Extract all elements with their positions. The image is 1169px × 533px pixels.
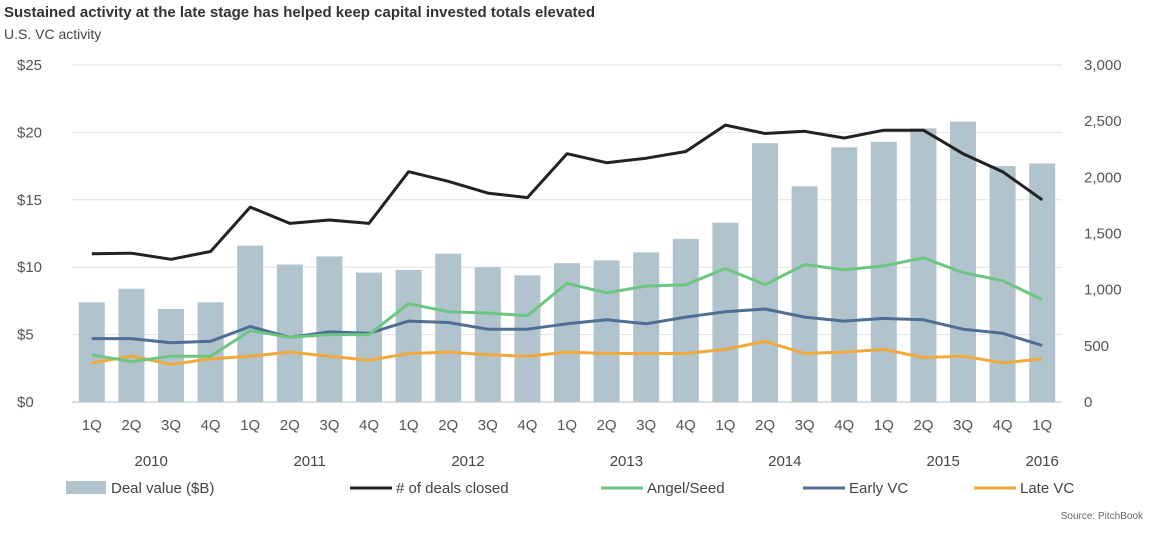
series-line: [91, 307, 1043, 347]
y-right-tick-label: 1,000: [1084, 282, 1122, 299]
x-tick-label: 1Q: [82, 417, 102, 434]
y-left-tick-label: $25: [17, 57, 42, 74]
bar: [1029, 163, 1056, 402]
chart-title: Sustained activity at the late stage has…: [4, 4, 596, 21]
year-label: 2011: [293, 453, 325, 470]
legend-label: Angel/Seed: [647, 480, 725, 497]
y-right-tick-label: 0: [1084, 394, 1092, 411]
bar: [474, 267, 501, 402]
x-tick-label: 3Q: [161, 417, 181, 434]
legend: Deal value ($B) # of deals closed Angel/Se…: [66, 480, 1074, 497]
bar: [276, 264, 303, 402]
bar: [910, 128, 937, 402]
y-right-tick-label: 2,000: [1084, 169, 1122, 186]
x-tick-label: 1Q: [557, 417, 577, 434]
x-tick-label: 3Q: [478, 417, 498, 434]
series-line: [91, 256, 1043, 364]
y-right-tick-label: 1,500: [1084, 226, 1122, 243]
x-tick-label: 4Q: [359, 417, 379, 434]
bar: [78, 302, 105, 402]
source-note: Source: PitchBook: [1060, 511, 1143, 522]
y-left-tick-label: $10: [17, 259, 42, 276]
x-tick-label: 4Q: [676, 417, 696, 434]
bar: [950, 121, 976, 402]
x-tick-label: 1Q: [1032, 417, 1052, 434]
year-label: 2010: [135, 453, 168, 470]
line-series: [91, 123, 1044, 366]
bar: [435, 253, 462, 402]
legend-label: Deal value ($B): [111, 480, 214, 497]
bar-series: [78, 121, 1056, 402]
year-label: 2015: [927, 453, 960, 470]
x-tick-label: 2Q: [755, 417, 775, 434]
x-tick-label: 4Q: [517, 417, 537, 434]
y-right-tick-label: 3,000: [1084, 57, 1122, 74]
bar: [593, 260, 620, 402]
year-label: 2012: [451, 453, 484, 470]
bar: [395, 269, 422, 402]
bar: [870, 141, 897, 402]
legend-label: Late VC: [1020, 480, 1074, 497]
bar: [118, 288, 145, 402]
chart-subtitle: U.S. VC activity: [4, 26, 102, 42]
y-right-tick-label: 500: [1084, 338, 1109, 355]
year-label: 2014: [768, 453, 801, 470]
x-tick-label: 2Q: [280, 417, 300, 434]
bar: [514, 275, 541, 402]
x-tick-label: 4Q: [201, 417, 221, 434]
bar: [237, 245, 264, 402]
legend-swatch: [66, 481, 106, 494]
series-line: [91, 123, 1044, 261]
x-tick-label: 2Q: [597, 417, 617, 434]
x-tick-label: 3Q: [636, 417, 656, 434]
x-tick-label: 3Q: [319, 417, 339, 434]
x-tick-label: 2Q: [438, 417, 458, 434]
series-line: [91, 339, 1043, 366]
year-label: 2013: [610, 453, 643, 470]
x-tick-label: 3Q: [795, 417, 815, 434]
y-right-tick-label: 2,500: [1084, 113, 1122, 130]
year-label: 2016: [1026, 453, 1059, 470]
x-tick-label: 2Q: [121, 417, 141, 434]
bar: [672, 238, 699, 402]
x-tick-label: 4Q: [834, 417, 854, 434]
legend-label: Early VC: [849, 480, 908, 497]
x-tick-label: 4Q: [993, 417, 1013, 434]
bar: [197, 302, 224, 402]
y-left-tick-label: $15: [17, 192, 42, 209]
bar: [633, 252, 660, 402]
x-tick-label: 1Q: [399, 417, 419, 434]
x-tick-label: 1Q: [715, 417, 735, 434]
y-left-tick-label: $5: [17, 327, 34, 344]
x-tick-label: 3Q: [953, 417, 973, 434]
legend-label: # of deals closed: [396, 480, 509, 497]
bar: [356, 272, 382, 402]
bar: [791, 186, 818, 402]
bar: [316, 256, 343, 402]
x-tick-label: 1Q: [874, 417, 894, 434]
bar: [831, 147, 858, 402]
bar: [752, 143, 778, 402]
x-tick-label: 2Q: [913, 417, 933, 434]
y-left-tick-label: $0: [17, 394, 34, 411]
x-tick-label: 1Q: [240, 417, 260, 434]
y-left-tick-label: $20: [17, 124, 42, 141]
axes: $0 $5 $10 $15 $20 $25 0 500 1,000 1,500 2,000 2,500…: [17, 57, 1122, 470]
